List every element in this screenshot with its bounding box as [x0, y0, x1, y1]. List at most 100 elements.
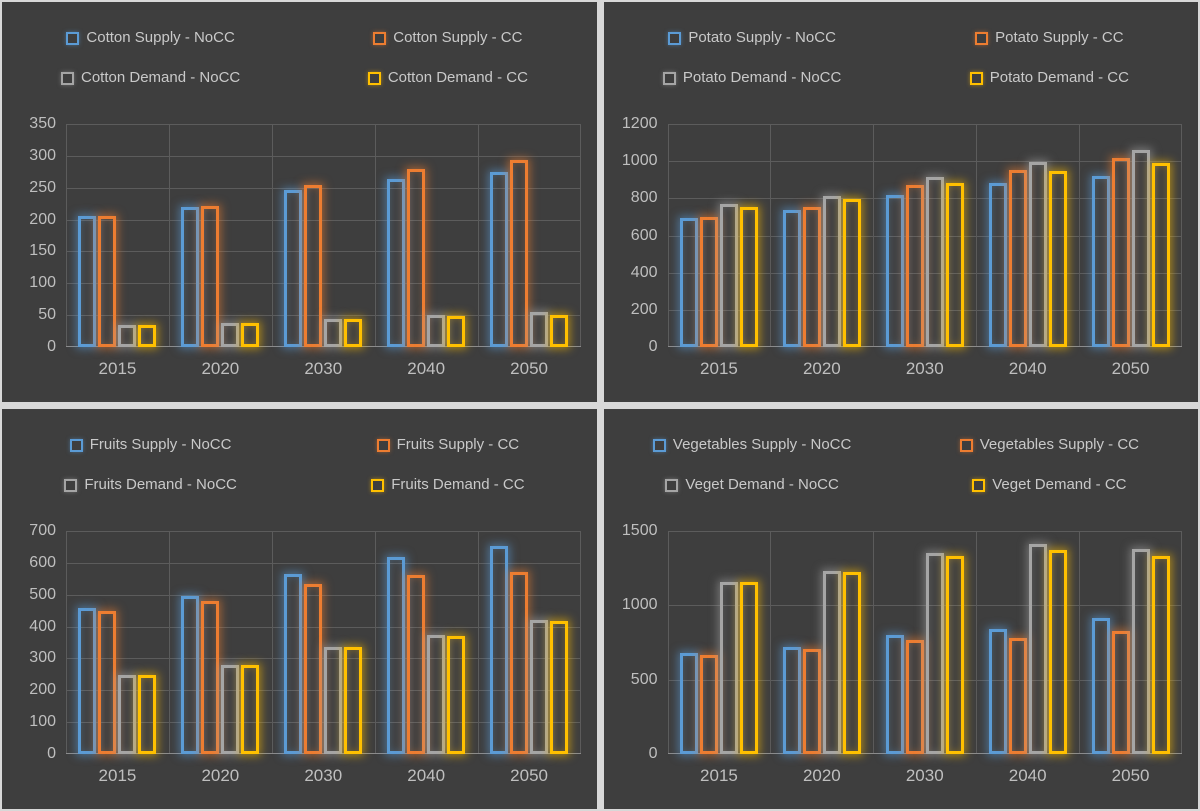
legend-marker-orange — [975, 31, 989, 45]
x-category-label: 2050 — [1111, 359, 1150, 378]
bar-gray — [925, 552, 944, 754]
bar-blue — [679, 652, 698, 754]
gridline-vertical — [271, 124, 273, 347]
legend-marker-blue — [69, 438, 83, 452]
gridline-vertical — [873, 124, 875, 347]
legend-marker-blue — [652, 438, 666, 452]
gridline-vertical — [976, 124, 978, 347]
bar-orange — [510, 160, 529, 347]
bar-group — [66, 124, 169, 347]
legend-item: Potato Demand - NoCC — [662, 68, 842, 88]
chart-panel-fruits[interactable]: Fruits Supply - NoCC Fruits Supply - CC Fr… — [2, 409, 597, 809]
bar-orange — [304, 584, 323, 754]
gridline-vertical — [168, 531, 170, 754]
y-tick-label: 300 — [29, 649, 56, 667]
legend-item: Fruits Demand - NoCC — [64, 475, 237, 495]
gridline-vertical — [770, 124, 772, 347]
legend-item: Veget Demand - NoCC — [665, 475, 839, 495]
legend-item: Potato Supply - NoCC — [668, 28, 836, 48]
bar-orange — [802, 206, 821, 347]
y-axis: 0 200 400 600 800 1000 1200 — [604, 115, 668, 355]
legend-marker-yellow — [972, 478, 986, 492]
y-tick-label: 0 — [47, 745, 56, 762]
bar-group — [1079, 531, 1182, 754]
legend-item: Fruits Demand - CC — [371, 475, 525, 495]
legend-label: Fruits Demand - CC — [391, 476, 525, 493]
bar-group — [272, 531, 375, 754]
gridline-horizontal — [667, 679, 1182, 681]
gridline-horizontal — [667, 124, 1182, 125]
legend-label: Potato Demand - NoCC — [682, 69, 842, 86]
gridline-vertical — [477, 531, 479, 754]
x-category-label: 2015 — [700, 766, 738, 785]
gridline-horizontal — [667, 161, 1182, 163]
bar-gray — [221, 665, 240, 754]
bar-blue — [181, 596, 200, 754]
bar-yellow — [1048, 549, 1067, 754]
x-category-label: 2020 — [802, 766, 841, 785]
plot-area — [667, 531, 1182, 754]
legend-label: Potato Supply - CC — [995, 29, 1124, 46]
x-category-label: 2040 — [407, 359, 446, 378]
gridline-vertical — [374, 531, 376, 754]
gridline-horizontal — [66, 155, 581, 157]
gridline-horizontal — [66, 219, 581, 221]
y-tick-label: 400 — [630, 263, 658, 281]
gridline-horizontal — [667, 198, 1182, 200]
legend-marker-yellow — [969, 71, 983, 85]
legend-label: Fruits Supply - NoCC — [89, 436, 232, 453]
y-tick-label: 600 — [29, 553, 56, 571]
bar-gray — [427, 315, 446, 347]
legend-label: Fruits Supply - CC — [396, 436, 520, 453]
y-tick-label: 200 — [29, 210, 56, 228]
x-category-label: 2020 — [802, 359, 841, 378]
bar-gray — [530, 311, 549, 347]
gridline-horizontal — [667, 309, 1182, 311]
bar-orange — [699, 654, 718, 754]
bar-group — [478, 531, 581, 754]
gridline-horizontal — [66, 531, 581, 532]
chart-panel-potato[interactable]: Potato Supply - NoCC Potato Supply - CC Po… — [603, 2, 1198, 402]
bar-gray — [719, 203, 738, 347]
bar-blue — [284, 574, 303, 754]
legend-item: Vegetables Supply - NoCC — [652, 435, 851, 455]
bar-group — [873, 531, 976, 754]
bar-group — [770, 531, 873, 754]
bar-gray — [530, 619, 549, 754]
bar-group — [375, 531, 478, 754]
bar-orange — [905, 185, 924, 347]
chart-panel-vegetables[interactable]: Vegetables Supply - NoCC Vegetables Suppl… — [603, 409, 1198, 809]
y-tick-label: 0 — [648, 338, 658, 355]
gridline-vertical — [579, 531, 581, 754]
bar-blue — [885, 194, 904, 347]
chart-panel-cotton[interactable]: Cotton Supply - NoCC Cotton Supply - CC Co… — [2, 2, 597, 402]
bar-blue — [78, 608, 97, 754]
legend-marker-gray — [662, 71, 676, 85]
gridline-horizontal — [66, 315, 581, 317]
gridline-vertical — [873, 531, 875, 754]
legend-label: Potato Supply - NoCC — [688, 29, 836, 46]
chart-area: 0 100 200 300 400 500 600 700 2015 2020 2030 2040 2… — [2, 522, 581, 786]
bar-yellow — [344, 646, 363, 754]
bar-orange — [201, 205, 220, 347]
legend-label: Cotton Supply - CC — [393, 29, 523, 46]
bar-group — [375, 124, 478, 347]
x-axis-line — [667, 346, 1182, 347]
bar-gray — [925, 176, 944, 347]
y-tick-label: 300 — [29, 146, 56, 164]
legend-label: Cotton Demand - NoCC — [81, 69, 241, 86]
y-tick-label: 400 — [29, 617, 56, 635]
y-tick-label: 800 — [630, 189, 658, 207]
gridline-horizontal — [66, 658, 581, 660]
y-tick-label: 500 — [630, 670, 658, 688]
x-category-label: 2030 — [905, 359, 944, 378]
legend-item: Potato Supply - CC — [975, 28, 1124, 48]
bar-yellow — [447, 635, 466, 754]
x-axis: 2015 2020 2030 2040 2050 — [668, 754, 1183, 786]
bar-orange — [802, 649, 821, 754]
y-tick-label: 200 — [29, 681, 56, 699]
gridline-horizontal — [66, 187, 581, 189]
bar-gray — [822, 195, 841, 347]
bar-blue — [988, 629, 1007, 754]
x-category-label: 2030 — [304, 359, 343, 378]
